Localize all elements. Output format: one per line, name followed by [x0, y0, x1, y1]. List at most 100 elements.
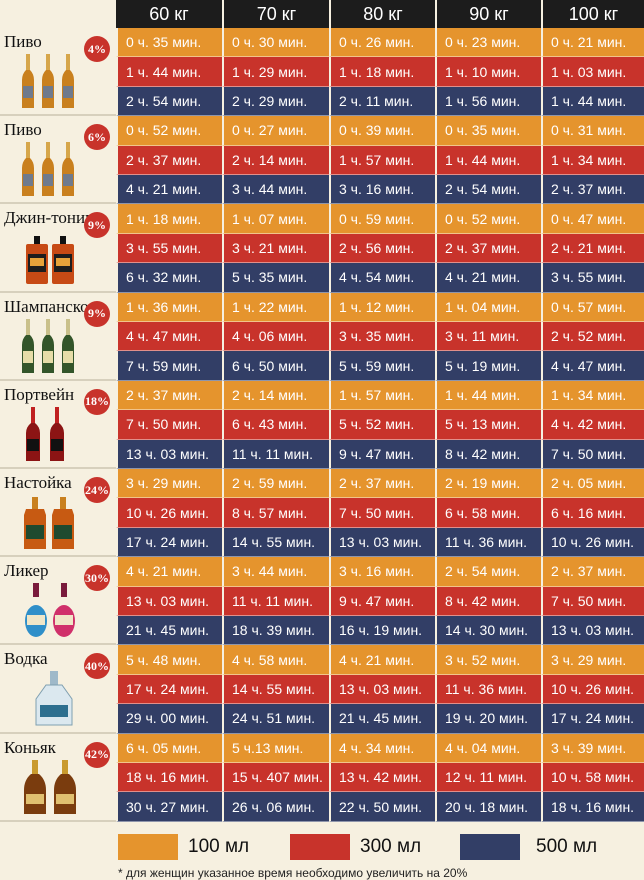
weight-header-2: 80 кг: [329, 0, 435, 28]
time-cell: 4 ч. 21 мин.: [329, 645, 435, 675]
time-cell: 1 ч. 57 мин.: [329, 380, 435, 411]
time-cell: 4 ч. 04 мин.: [435, 733, 541, 763]
time-cell: 0 ч. 23 мин.: [435, 28, 541, 58]
time-cell: 4 ч. 21 мин.: [116, 175, 222, 205]
time-cell: 9 ч. 47 мин.: [329, 586, 435, 616]
drink-name: Джин-тоник: [4, 208, 94, 228]
time-cell: 13 ч. 03 мин.: [541, 616, 644, 646]
time-cell: 29 ч. 00 мин.: [116, 704, 222, 734]
percent-badge: 24%: [84, 477, 110, 503]
time-cell: 4 ч. 06 мин.: [222, 322, 329, 352]
time-cell: 14 ч. 55 мин.: [222, 527, 329, 558]
drink-name: Портвейн: [4, 384, 75, 404]
time-cell: 0 ч. 30 мин.: [222, 28, 329, 58]
time-cell: 1 ч. 56 мин.: [435, 86, 541, 117]
time-cell: 0 ч. 21 мин.: [541, 28, 644, 58]
time-cell: 1 ч. 44 мин.: [116, 57, 222, 87]
time-cell: 10 ч. 26 мин.: [116, 498, 222, 528]
time-cell: 7 ч. 50 мин.: [541, 586, 644, 616]
time-cell: 1 ч. 34 мин.: [541, 380, 644, 411]
time-cell: 2 ч. 59 мин.: [222, 469, 329, 499]
time-cell: 4 ч. 47 мин.: [116, 322, 222, 352]
percent-badge: 6%: [84, 124, 110, 151]
time-cell: 18 ч. 39 мин.: [222, 616, 329, 646]
time-cell: 21 ч. 45 мин.: [116, 616, 222, 646]
drink-label-3: Шампанское 9%: [0, 293, 116, 381]
time-cell: 3 ч. 29 мин.: [541, 645, 644, 675]
time-cell: 1 ч. 18 мин.: [329, 57, 435, 87]
legend-swatch-100: [118, 834, 178, 860]
time-cell: 7 ч. 50 мин.: [329, 498, 435, 528]
time-cell: 11 ч. 36 мин.: [435, 527, 541, 558]
time-cell: 5 ч. 13 мин.: [435, 410, 541, 440]
percent-badge: 9%: [84, 212, 110, 239]
time-cell: 0 ч. 59 мин.: [329, 204, 435, 234]
legend-label-500: 500 мл: [536, 836, 598, 857]
legend-swatch-500: [460, 834, 520, 860]
time-cell: 1 ч. 57 мин.: [329, 145, 435, 175]
time-cell: 2 ч. 54 мин.: [435, 557, 541, 587]
drink-label-1: Пиво 6%: [0, 116, 116, 205]
time-cell: 18 ч. 16 мин.: [541, 792, 644, 822]
time-cell: 4 ч. 34 мин.: [329, 733, 435, 763]
time-cell: 1 ч. 44 мин.: [541, 86, 644, 117]
time-cell: 4 ч. 47 мин.: [541, 351, 644, 381]
legend: 100 мл 300 мл 500 мл: [0, 826, 644, 866]
time-cell: 3 ч. 21 мин.: [222, 233, 329, 264]
time-cell: 0 ч. 57 мин.: [541, 292, 644, 322]
time-cell: 16 ч. 19 мин.: [329, 616, 435, 646]
drink-name: Шампанское: [4, 296, 97, 316]
time-cell: 3 ч. 44 мин.: [222, 175, 329, 205]
percent-badge: 4%: [84, 36, 110, 62]
time-cell: 2 ч. 14 мин.: [222, 145, 329, 175]
drink-name: Пиво: [4, 120, 42, 140]
time-cell: 10 ч. 26 мин.: [541, 527, 644, 558]
time-cell: 1 ч. 07 мин.: [222, 204, 329, 234]
time-cell: 2 ч. 54 мин.: [435, 175, 541, 205]
time-cell: 3 ч. 29 мин.: [116, 469, 222, 499]
time-cell: 11 ч. 36 мин.: [435, 674, 541, 705]
time-cell: 4 ч. 42 мин.: [541, 410, 644, 440]
time-cell: 3 ч. 11 мин.: [435, 322, 541, 352]
time-cell: 0 ч. 27 мин.: [222, 116, 329, 146]
time-cell: 1 ч. 44 мин.: [435, 145, 541, 175]
tincture-bottles-icon: [16, 493, 96, 551]
time-cell: 13 ч. 42 мин.: [329, 763, 435, 793]
time-cell: 30 ч. 27 мин.: [116, 792, 222, 822]
time-cell: 4 ч. 58 мин.: [222, 645, 329, 675]
beer-bottles-icon: [16, 140, 96, 198]
time-cell: 7 ч. 50 мин.: [116, 410, 222, 440]
time-cell: 6 ч. 58 мин.: [435, 498, 541, 528]
time-cell: 11 ч. 11 мин.: [222, 439, 329, 469]
beer-bottles-icon: [16, 52, 96, 110]
drink-label-5: Настойка 24%: [0, 469, 116, 558]
time-cell: 13 ч. 03 мин.: [116, 439, 222, 469]
drink-name: Водка: [4, 649, 48, 669]
time-cell: 3 ч. 55 мин.: [116, 233, 222, 264]
drink-name: Коньяк: [4, 737, 56, 757]
time-cell: 3 ч. 55 мин.: [541, 263, 644, 293]
port-wine-bottles-icon: [16, 405, 96, 463]
drink-label-8: Коньяк 42%: [0, 734, 116, 822]
time-cell: 1 ч. 22 мин.: [222, 292, 329, 322]
time-cell: 1 ч. 34 мин.: [541, 145, 644, 175]
time-cell: 0 ч. 35 мин.: [435, 116, 541, 146]
time-cell: 22 ч. 50 мин.: [329, 792, 435, 822]
cognac-bottles-icon: [16, 758, 96, 816]
time-cell: 4 ч. 21 мин.: [116, 557, 222, 587]
time-cell: 2 ч. 05 мин.: [541, 469, 644, 499]
time-cell: 15 ч. 407 мин.: [222, 763, 329, 793]
time-cell: 2 ч. 54 мин.: [116, 86, 222, 117]
time-cell: 4 ч. 54 мин.: [329, 263, 435, 293]
time-cell: 8 ч. 42 мин.: [435, 439, 541, 469]
drink-label-2: Джин-тоник 9%: [0, 204, 116, 293]
drink-label-0: Пиво 4%: [0, 28, 116, 117]
time-cell: 21 ч. 45 мин.: [329, 704, 435, 734]
time-cell: 3 ч. 44 мин.: [222, 557, 329, 587]
time-cell: 9 ч. 47 мин.: [329, 439, 435, 469]
time-cell: 12 ч. 11 мин.: [435, 763, 541, 793]
weight-header-0: 60 кг: [116, 0, 222, 28]
time-cell: 8 ч. 42 мин.: [435, 586, 541, 616]
percent-badge: 30%: [84, 565, 110, 592]
